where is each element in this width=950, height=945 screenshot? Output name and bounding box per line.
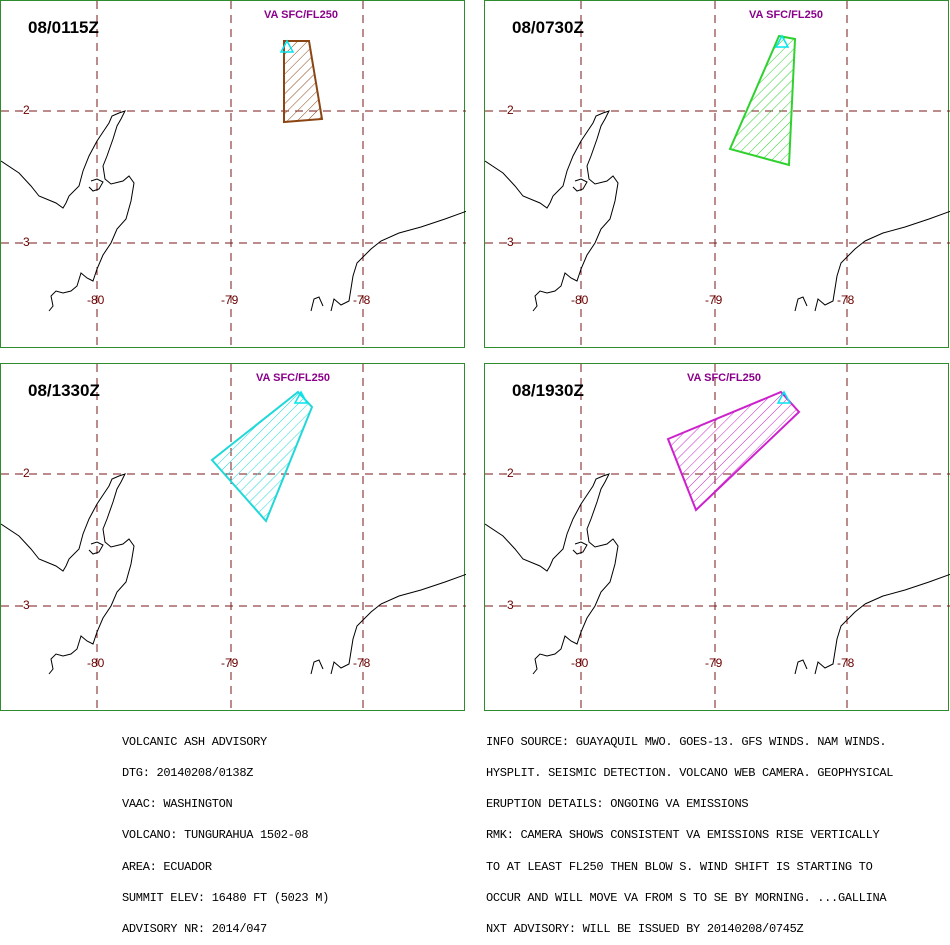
- advisory-line: VOLCANIC ASH ADVISORY: [122, 734, 267, 749]
- longitude-label: -78: [353, 656, 371, 670]
- border-line: [814, 240, 866, 312]
- advisory-line: ERUPTION DETAILS: ONGOING VA EMISSIONS: [486, 797, 749, 812]
- coastline: [1, 473, 135, 675]
- border-line: [380, 210, 466, 242]
- latitude-label: -3: [19, 598, 30, 612]
- map-canvas: [485, 1, 950, 349]
- map-panel-1930z: 08/1930Z VA SFC/FL250 -2 -3 -80 -79 -78: [484, 363, 950, 712]
- longitude-label: -80: [571, 293, 589, 307]
- island-outline: [572, 178, 588, 192]
- volcano-icon: [774, 34, 790, 48]
- forecast-time: 08/0115Z: [28, 18, 99, 37]
- advisory-line: TO AT LEAST FL250 THEN BLOW S. WIND SHIF…: [486, 859, 873, 874]
- va-level-label: VA SFC/FL250: [264, 9, 338, 21]
- va-level-label: VA SFC/FL250: [749, 9, 823, 21]
- island-outline: [88, 178, 104, 192]
- advisory-line: RMK: CAMERA SHOWS CONSISTENT VA EMISSION…: [486, 828, 880, 843]
- advisory-line: AREA: ECUADOR: [122, 859, 212, 874]
- longitude-label: -80: [571, 656, 589, 670]
- longitude-label: -79: [221, 293, 239, 307]
- coastline: [485, 110, 619, 312]
- coastline: [794, 296, 808, 312]
- advisory-line: OCCUR AND WILL MOVE VA FROM S TO SE BY M…: [486, 890, 887, 905]
- coastline: [794, 659, 808, 675]
- map-canvas: [1, 364, 466, 712]
- longitude-label: -78: [837, 293, 855, 307]
- advisory-line: NXT ADVISORY: WILL BE ISSUED BY 20140208…: [486, 922, 804, 937]
- map-panel-0730z: 08/0730Z VA SFC/FL250 -2 -3 -80 -79 -78: [484, 0, 950, 349]
- border-line: [330, 240, 382, 312]
- advisory-header: VOLCANIC ASH ADVISORY DTG: 20140208/0138…: [122, 716, 329, 945]
- latitude-label: -2: [503, 466, 514, 480]
- border-line: [864, 210, 950, 242]
- ash-cloud-polygon: [666, 390, 801, 512]
- map-panel-0115z: 08/0115Z VA SFC/FL250 -2 -3 -80 -79 -78: [0, 0, 466, 349]
- forecast-time: 08/1930Z: [512, 381, 584, 400]
- longitude-label: -78: [837, 656, 855, 670]
- advisory-line: INFO SOURCE: GUAYAQUIL MWO. GOES-13. GFS…: [486, 734, 887, 749]
- volcano-icon: [293, 390, 309, 404]
- coastline: [310, 659, 324, 675]
- map-canvas: [1, 1, 466, 349]
- latitude-label: -2: [503, 103, 514, 117]
- volcano-icon: [776, 390, 792, 404]
- coastline: [310, 296, 324, 312]
- volcano-icon: [279, 39, 295, 53]
- longitude-label: -78: [353, 293, 371, 307]
- latitude-label: -2: [19, 466, 30, 480]
- ash-cloud-polygon: [283, 40, 324, 124]
- longitude-label: -80: [87, 293, 105, 307]
- ash-cloud-polygon: [728, 34, 797, 167]
- coastline: [485, 473, 619, 675]
- longitude-label: -79: [705, 656, 723, 670]
- coastline: [1, 110, 135, 312]
- map-panel-1330z: 08/1330Z VA SFC/FL250 -2 -3 -80 -79 -78: [0, 363, 466, 712]
- longitude-label: -79: [221, 656, 239, 670]
- island-outline: [572, 541, 588, 555]
- va-level-label: VA SFC/FL250: [256, 372, 330, 384]
- forecast-time: 08/0730Z: [512, 18, 584, 37]
- latitude-label: -2: [19, 103, 30, 117]
- advisory-line: ADVISORY NR: 2014/047: [122, 922, 267, 937]
- longitude-label: -80: [87, 656, 105, 670]
- advisory-line: VAAC: WASHINGTON: [122, 797, 233, 812]
- advisory-remarks: INFO SOURCE: GUAYAQUIL MWO. GOES-13. GFS…: [486, 716, 893, 945]
- island-outline: [88, 541, 104, 555]
- border-line: [330, 603, 382, 675]
- advisory-line: VOLCANO: TUNGURAHUA 1502-08: [122, 828, 309, 843]
- ash-cloud-polygon: [210, 390, 314, 523]
- advisory-line: DTG: 20140208/0138Z: [122, 766, 254, 781]
- advisory-line: HYSPLIT. SEISMIC DETECTION. VOLCANO WEB …: [486, 766, 894, 781]
- forecast-time: 08/1330Z: [28, 381, 100, 400]
- latitude-label: -3: [19, 235, 30, 249]
- latitude-label: -3: [503, 235, 514, 249]
- advisory-line: SUMMIT ELEV: 16480 FT (5023 M): [122, 890, 330, 905]
- longitude-label: -79: [705, 293, 723, 307]
- map-canvas: [485, 364, 950, 712]
- border-line: [864, 573, 950, 605]
- border-line: [814, 603, 866, 675]
- border-line: [380, 573, 466, 605]
- latitude-label: -3: [503, 598, 514, 612]
- va-level-label: VA SFC/FL250: [687, 372, 761, 384]
